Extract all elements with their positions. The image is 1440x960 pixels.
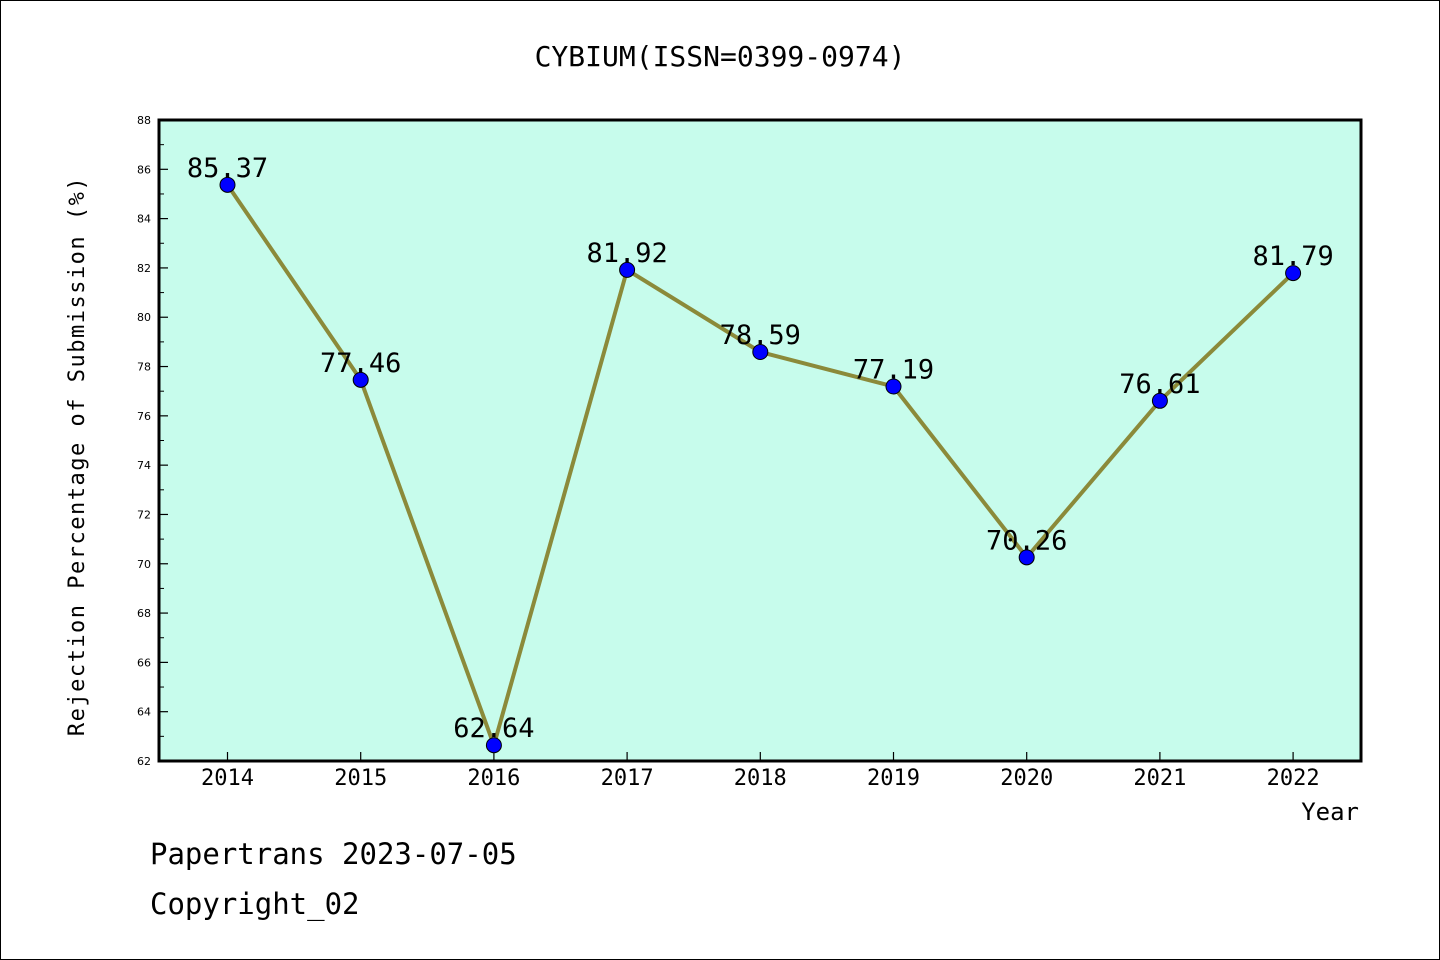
data-point — [485, 737, 502, 754]
data-point — [1018, 549, 1035, 566]
series-rejection — [219, 176, 1302, 754]
chart-title: CYBIUM(ISSN=0399-0974) — [535, 40, 906, 73]
y-tick-label: 82 — [137, 262, 151, 275]
data-label: 81.92 — [586, 238, 667, 269]
data-point — [619, 261, 636, 278]
data-point — [1285, 265, 1302, 282]
footer-copyright: Copyright_02 — [150, 887, 360, 922]
data-label: 77.46 — [320, 348, 401, 379]
y-tick-label: 84 — [137, 213, 151, 226]
plot-area — [157, 118, 1363, 763]
y-axis-ticks: 62 64 66 68 70 72 74 76 78 80 82 84 86 88 — [137, 114, 168, 768]
data-label: 77.19 — [853, 355, 934, 386]
y-tick-label: 74 — [137, 459, 151, 472]
y-tick-label: 88 — [137, 114, 151, 127]
x-tick-label: 2022 — [1267, 766, 1320, 791]
y-tick-label: 64 — [137, 706, 151, 719]
data-label: 78.59 — [720, 320, 801, 351]
x-tick-label: 2020 — [1000, 766, 1053, 791]
x-tick-label: 2019 — [867, 766, 920, 791]
x-tick-label: 2015 — [334, 766, 387, 791]
x-axis-ticks: 2014 2015 2016 2017 2018 2019 2020 2021 2022 — [201, 752, 1320, 791]
data-label: 62.64 — [453, 713, 534, 744]
data-label: 85.37 — [187, 153, 268, 184]
data-point — [352, 371, 369, 388]
x-tick-label: 2016 — [467, 766, 520, 791]
y-tick-label: 76 — [137, 410, 151, 423]
x-tick-label: 2014 — [201, 766, 254, 791]
data-point — [219, 176, 236, 193]
x-tick-label: 2018 — [734, 766, 787, 791]
data-label: 70.26 — [986, 525, 1067, 556]
data-point — [885, 378, 902, 395]
x-tick-label: 2017 — [601, 766, 654, 791]
y-tick-label: 70 — [137, 558, 151, 571]
data-labels: 85.37 77.46 62.64 81.92 78.59 77.19 70.26 76.61… — [187, 153, 1334, 744]
footer-date: Papertrans 2023-07-05 — [150, 837, 517, 871]
y-axis-label: Rejection Percentage of Submission (%) — [65, 176, 90, 736]
y-tick-label: 86 — [137, 163, 151, 176]
y-tick-label: 66 — [137, 656, 151, 669]
y-tick-label: 72 — [137, 508, 151, 521]
x-axis-label: Year — [1301, 798, 1359, 826]
data-label: 81.79 — [1252, 241, 1333, 272]
y-tick-label: 68 — [137, 607, 151, 620]
y-tick-label: 78 — [137, 361, 151, 374]
data-label: 76.61 — [1119, 369, 1200, 400]
y-tick-label: 62 — [137, 755, 151, 768]
data-point — [752, 343, 769, 360]
x-tick-label: 2021 — [1133, 766, 1186, 791]
y-tick-label: 80 — [137, 311, 151, 324]
data-point — [1151, 392, 1168, 409]
